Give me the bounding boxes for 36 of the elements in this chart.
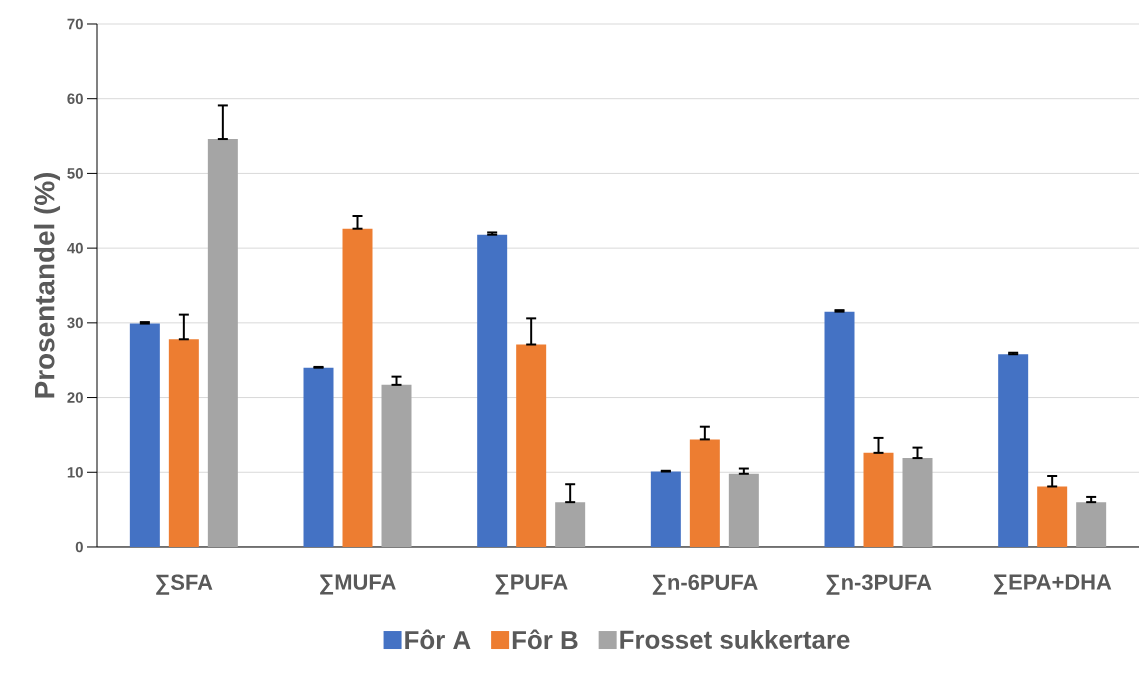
x-tick-label: ∑n-3PUFA — [826, 574, 932, 595]
y-tick-label: 0 — [75, 541, 83, 553]
x-tick-label: ∑EPA+DHA — [993, 574, 1112, 595]
bar — [381, 384, 412, 547]
bar — [1076, 502, 1107, 547]
bar — [555, 502, 586, 547]
x-tick-label: ∑MUFA — [320, 574, 396, 595]
y-tick-label: 30 — [67, 317, 83, 329]
bar — [168, 339, 199, 547]
y-tick-label: 10 — [67, 466, 83, 478]
bar — [863, 452, 894, 547]
legend-label: Frosset sukkertare — [620, 629, 850, 649]
bar — [342, 228, 373, 547]
x-tick-label: ∑PUFA — [495, 574, 568, 595]
x-tick-label: ∑n-6PUFA — [652, 574, 758, 595]
bar — [207, 139, 238, 547]
y-tick-label: 70 — [67, 18, 83, 30]
bar — [303, 367, 334, 547]
bar — [728, 473, 759, 547]
bar — [129, 323, 160, 547]
y-tick-label: 60 — [67, 93, 83, 104]
x-tick-label: ∑SFA — [156, 574, 213, 595]
bar — [824, 311, 855, 547]
y-tick-label: 40 — [67, 242, 83, 254]
bar — [1037, 486, 1068, 547]
y-axis-title: Prosentandel (%) — [34, 172, 61, 398]
bar — [650, 471, 681, 547]
bar — [477, 234, 508, 547]
y-tick-label: 50 — [67, 168, 83, 179]
bar — [902, 458, 933, 547]
bar — [516, 344, 547, 547]
legend-label: Fôr A — [405, 629, 471, 650]
legend-label: Fôr B — [512, 629, 578, 650]
bar — [689, 439, 720, 547]
y-tick-label: 20 — [67, 392, 83, 403]
bar — [998, 354, 1029, 547]
